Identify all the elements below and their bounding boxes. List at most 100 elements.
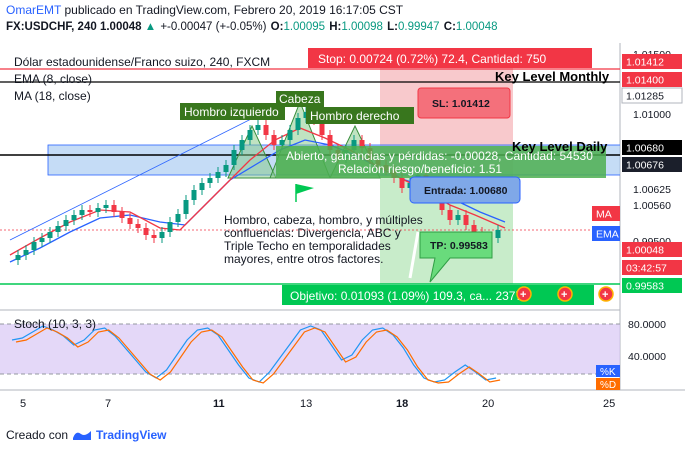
risk-reward-label: Relación riesgo/beneficio: 1.51 [338, 162, 502, 176]
candle-body [183, 200, 189, 214]
key-level-monthly-label: Key Level Monthly [495, 69, 610, 84]
position-pnl-box[interactable] [276, 146, 606, 178]
candle-body [15, 255, 21, 260]
head-label-box[interactable] [276, 91, 324, 107]
entry-bubble[interactable] [409, 176, 521, 204]
svg-text:+: + [520, 289, 526, 301]
stoch-d-tag [596, 378, 620, 390]
candle-body [151, 235, 157, 238]
svg-text:03:42:57: 03:42:57 [626, 263, 667, 275]
flag-icon[interactable] [295, 184, 314, 202]
svg-text:1.01412: 1.01412 [626, 57, 664, 69]
price-label: EMA [592, 226, 620, 241]
tp-label: TP: 0.99583 [430, 240, 488, 252]
author-link[interactable]: OmarEMT [6, 3, 62, 17]
candle-body [495, 230, 501, 238]
svg-text:1.00048: 1.00048 [626, 245, 664, 257]
publish-info: OmarEMT publicado en TradingView.com, Fe… [6, 3, 403, 17]
price-label: 1.01400 [622, 72, 682, 87]
shoulder-left-triangle[interactable] [227, 124, 277, 179]
candle-body [231, 150, 237, 165]
time-tick: 11 [213, 398, 225, 410]
candle-body [103, 205, 109, 208]
candle-body [175, 214, 181, 222]
candle-body [351, 140, 357, 150]
head-label: Cabeza [279, 92, 321, 106]
time-tick: 20 [482, 398, 494, 410]
svg-text:1.01285: 1.01285 [626, 91, 664, 103]
candle-body [199, 183, 205, 190]
candle-body [143, 228, 149, 235]
candle-body [223, 165, 229, 172]
stoch-d-label: %D [600, 380, 616, 391]
candle-body [319, 120, 325, 135]
candle-body [87, 210, 93, 212]
sl-bubble[interactable] [417, 87, 511, 119]
tradingview-logo-icon [73, 431, 92, 440]
open-label: O: [270, 21, 284, 33]
price-label: 0.99583 [622, 278, 682, 293]
low-label: L: [387, 21, 398, 33]
brand[interactable]: TradingView [96, 428, 167, 442]
ema-legend[interactable]: EMA (8, close) [14, 72, 92, 86]
entry-label: Entrada: 1.00680 [424, 185, 508, 197]
candle-body [439, 198, 445, 210]
svg-text:MA: MA [596, 209, 612, 221]
candle-body [359, 140, 365, 148]
stoch-d-line[interactable] [15, 327, 501, 384]
price-label: 03:42:57 [622, 260, 682, 275]
candle-body [455, 215, 461, 220]
stoch-legend[interactable]: Stoch (10, 3, 3) [14, 317, 96, 331]
candle-body [135, 224, 141, 228]
trade-markers[interactable]: + + + [516, 286, 614, 302]
created-with: Creado con [6, 428, 69, 442]
candle-body [295, 118, 301, 130]
price-label: 1.00676 [622, 157, 682, 172]
candle-body [239, 140, 245, 150]
low-value: 0.99947 [398, 21, 440, 33]
stoch-k-label: %K [600, 367, 616, 378]
objective-label: Objetivo: 0.01093 (1.09%) 109.3, ca... 2… [290, 289, 522, 303]
candle-body [255, 125, 261, 130]
stop-label-box[interactable] [308, 48, 592, 68]
close-value: 1.00048 [455, 21, 498, 33]
candle-body [471, 225, 477, 232]
tp-bubble[interactable] [419, 231, 493, 283]
symbol-title: Dólar estadounidense/Franco suizo, 240, … [14, 55, 270, 69]
note-arrow [408, 231, 420, 279]
footer: Creado con TradingView [6, 428, 167, 442]
close-label: C: [443, 21, 456, 33]
objective-label-box[interactable] [282, 285, 594, 305]
time-tick: 7 [105, 398, 111, 410]
shoulder-right-label: Hombro derecho [310, 109, 400, 123]
sl-label: SL: 1.01412 [432, 98, 490, 110]
time-tick: 25 [603, 398, 615, 410]
shoulder-left-label-box[interactable] [180, 103, 285, 120]
time-axis[interactable]: 5 7 11 13 18 20 25 [20, 398, 615, 410]
symbol: FX:USDCHF, 240 [6, 21, 97, 33]
price-tick: 1.00625 [633, 184, 671, 196]
svg-text:+: + [602, 289, 608, 301]
price-label: 1.00048 [622, 242, 682, 257]
candle-body [247, 130, 253, 140]
candle-body [119, 212, 125, 218]
candle-body [447, 210, 453, 220]
price-labels: 1.01412 1.01400 1.01285 1.00680 1.00676 MA EMA… [592, 54, 683, 293]
candle-body [79, 210, 85, 215]
candle-body [31, 242, 37, 250]
candle-body [327, 135, 333, 150]
candle-body [127, 218, 133, 224]
ma-legend[interactable]: MA (18, close) [14, 89, 91, 103]
analysis-note: Hombro, cabeza, hombro, y múltiples conf… [224, 213, 426, 266]
stoch-k-tag [596, 365, 620, 377]
candle-body [39, 238, 45, 242]
candle-body [279, 140, 285, 145]
stoch-band [0, 324, 620, 374]
svg-text:EMA: EMA [596, 229, 619, 241]
price-label: MA [592, 206, 620, 221]
shoulder-right-label-box[interactable] [306, 107, 414, 124]
candle-body [111, 205, 117, 212]
chart-canvas[interactable]: Objetivo: 0.01093 (1.09%) 109.3, ca... 2… [0, 41, 685, 421]
price-label: 1.01412 [622, 54, 682, 69]
svg-text:+: + [561, 289, 567, 301]
